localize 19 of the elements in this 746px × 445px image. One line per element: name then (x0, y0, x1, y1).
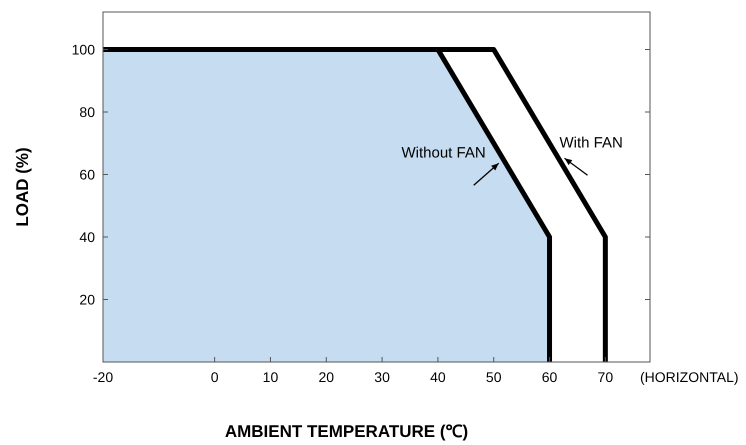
x-tick-label: -20 (92, 369, 114, 385)
x-tick-label: 70 (598, 369, 614, 385)
y-tick-label: 80 (79, 104, 96, 120)
series-label: With FAN (560, 134, 623, 152)
series-label: Without FAN (402, 144, 486, 162)
x-tick-label: 40 (430, 369, 446, 385)
y-tick-label: 20 (79, 292, 96, 308)
text: (HORIZONTAL) (640, 369, 739, 385)
x-axis-title: AMBIENT TEMPERATURE (℃) (224, 422, 468, 441)
x-tick-label: 10 (262, 369, 278, 385)
x-tick-label: 30 (374, 369, 390, 385)
x-tick-label: 60 (542, 369, 558, 385)
x-tick-label: 20 (318, 369, 334, 385)
x-tick-label: 0 (210, 369, 219, 385)
y-tick-label: 60 (79, 166, 96, 182)
y-tick-label: 40 (79, 229, 96, 245)
x-tick-label: 50 (486, 369, 502, 385)
y-axis-title: LOAD (%) (13, 147, 32, 227)
y-tick-label: 100 (72, 42, 96, 58)
